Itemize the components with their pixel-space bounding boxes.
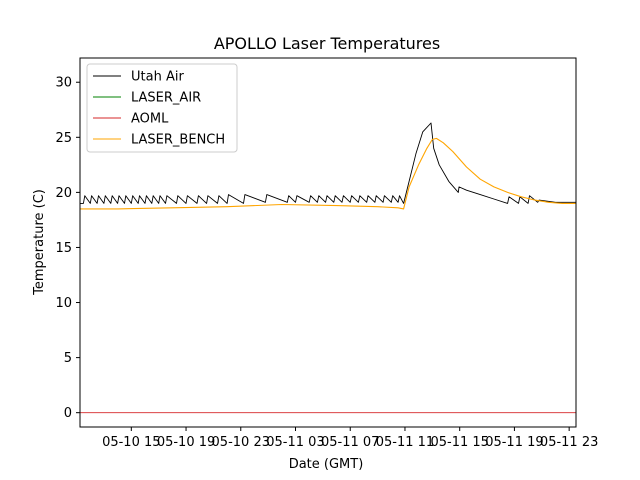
legend-label: LASER_AIR [131,91,201,106]
chart-title: APOLLO Laser Temperatures [214,34,440,53]
plot-frame [79,57,577,428]
y-tick-label: 25 [55,131,72,146]
x-tick-label: 05-11 11 [376,435,434,450]
legend-label: Utah Air [131,70,184,85]
series-line-laser-bench [80,137,576,210]
x-tick-label: 05-10 15 [102,435,160,450]
legend: Utah Air LASER_AIR AOML LASER_BENCH [86,63,238,153]
y-tick-label: 0 [64,406,72,421]
y-tick-label: 5 [64,351,72,366]
y-tick-label: 15 [55,241,72,256]
series-layer [80,122,576,414]
y-tick-label: 20 [55,186,72,201]
series-line-utah-air [80,122,576,204]
x-tick-label: 05-11 15 [430,435,488,450]
x-tick-label: 05-10 19 [157,435,215,450]
y-tick-label: 30 [55,76,72,91]
y-axis: 0 5 10 15 20 25 30 [55,76,80,421]
x-tick-label: 05-11 03 [266,435,324,450]
x-tick-label: 05-11 19 [485,435,543,450]
legend-box [86,63,238,153]
x-tick-label: 05-11 07 [321,435,379,450]
y-axis-label: Temperature (C) [32,189,47,296]
y-tick-label: 10 [55,296,72,311]
x-tick-label: 05-11 23 [540,435,598,450]
legend-label: AOML [131,112,169,127]
x-tick-label: 05-10 23 [212,435,270,450]
x-axis-label: Date (GMT) [289,457,364,472]
legend-label: LASER_BENCH [131,133,225,148]
